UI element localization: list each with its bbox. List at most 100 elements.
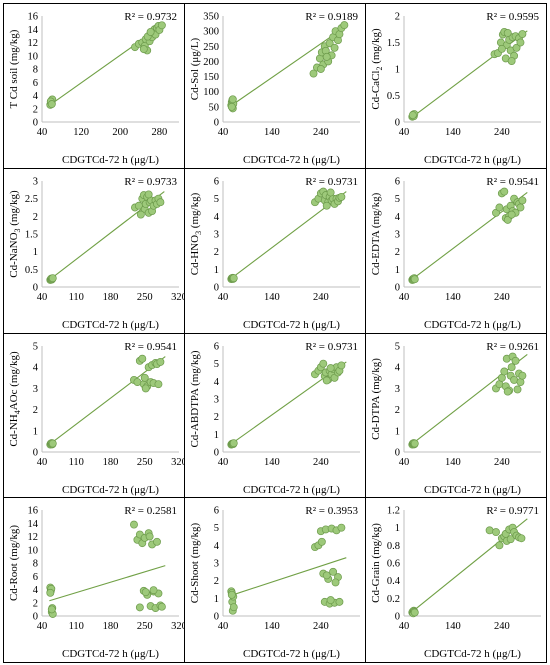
y-tick-label: 10	[28, 546, 39, 557]
data-point	[503, 387, 512, 396]
chart-panel: 0 1 2 3 4 5 6 40 140 240 R² = 0.9731 Cd-ABDTPA (mg/…	[184, 332, 366, 499]
x-tick-label: 40	[218, 621, 229, 632]
scatter-chart: 0 1 2 3 4 5 40 140 240 R² = 0.9261 Cd-DTPA (mg/kg)…	[370, 341, 541, 496]
x-tick-label: 320	[171, 292, 185, 303]
data-point	[326, 188, 335, 197]
data-point	[410, 439, 419, 447]
x-tick-label: 240	[313, 292, 329, 303]
x-tick-label: 140	[445, 621, 461, 632]
y-tick-label: 12	[28, 532, 39, 543]
chart-panel: 0 2 4 6 8 10 12 14 16 40 120 200 280 R² = 0.9732 T Cd …	[3, 3, 185, 169]
scatter-chart: 0 1 2 3 4 5 6 40 140 240 R² = 0.9541 Cd-EDTA (mg/kg…	[370, 176, 541, 331]
data-point	[135, 603, 144, 612]
y-axis-label: Cd-Grain (mg/kg)	[370, 523, 382, 603]
data-point	[512, 43, 521, 52]
x-tick-label: 40	[37, 457, 48, 468]
y-tick-label: 0.5	[387, 91, 400, 102]
data-point	[325, 39, 334, 48]
data-point	[495, 541, 504, 550]
x-axis-label: CDGTCd-72 h (μg/L)	[243, 319, 340, 331]
r-squared-label: R² = 0.9733	[124, 176, 177, 188]
x-tick-label: 180	[103, 621, 119, 632]
x-tick-label: 110	[69, 621, 84, 632]
y-tick-label: 0	[33, 118, 38, 129]
x-tick-label: 40	[218, 457, 229, 468]
y-tick-label: 2	[395, 12, 400, 23]
data-point	[153, 538, 161, 547]
y-tick-label: 1.2	[387, 506, 400, 517]
x-axis-label: CDGTCd-72 h (μg/L)	[424, 484, 521, 496]
data-point	[322, 52, 331, 61]
y-tick-label: 1	[395, 65, 400, 76]
r-squared-label: R² = 0.9189	[305, 11, 358, 23]
y-tick-label: 2.5	[25, 194, 38, 205]
y-axis-label: T Cd soil (mg/kg)	[8, 29, 20, 108]
data-point	[517, 534, 526, 543]
data-point	[229, 438, 238, 447]
y-tick-label: 3	[214, 394, 219, 405]
x-axis-label: CDGTCd-72 h (μg/L)	[243, 484, 340, 496]
y-tick-label: 5	[214, 359, 219, 370]
data-point	[507, 57, 516, 66]
y-tick-label: 5	[33, 341, 38, 352]
data-point	[156, 357, 165, 366]
x-tick-label: 120	[73, 127, 89, 138]
data-point	[518, 371, 527, 380]
x-tick-label: 240	[313, 621, 329, 632]
y-tick-label: 1	[214, 265, 219, 276]
x-tick-label: 40	[399, 621, 410, 632]
x-tick-label: 140	[445, 457, 461, 468]
data-point	[506, 535, 515, 544]
y-tick-label: 2	[33, 599, 38, 610]
y-axis-label: Cd-Shoot (mg/kg)	[189, 523, 201, 604]
trendline	[230, 557, 347, 597]
x-tick-label: 140	[264, 621, 280, 632]
data-point	[518, 30, 527, 38]
x-tick-label: 40	[37, 292, 48, 303]
data-point	[46, 589, 55, 598]
y-tick-label: 0	[395, 118, 400, 129]
r-squared-label: R² = 0.9771	[486, 505, 539, 517]
data-point	[507, 362, 516, 371]
trendline	[49, 565, 166, 602]
r-squared-label: R² = 0.9732	[124, 11, 177, 23]
scatter-chart: 0 1 2 3 4 5 6 40 140 240 R² = 0.9731 Cd-ABDTPA (mg/…	[189, 341, 360, 496]
y-tick-label: 14	[28, 519, 39, 530]
x-tick-label: 180	[103, 457, 119, 468]
y-axis-label: Cd-HNO3 (mg/kg)	[189, 192, 203, 275]
y-tick-label: 1	[33, 426, 38, 437]
y-tick-label: 350	[203, 12, 219, 23]
y-tick-label: 0	[395, 447, 400, 458]
data-point	[340, 21, 349, 30]
data-point	[140, 373, 149, 382]
y-tick-label: 2	[395, 405, 400, 416]
trendline	[49, 355, 166, 445]
y-tick-label: 1	[214, 429, 219, 440]
y-tick-label: 5	[395, 194, 400, 205]
data-point	[145, 532, 154, 541]
y-tick-label: 0.4	[387, 576, 401, 587]
y-tick-label: 200	[203, 57, 219, 68]
x-tick-label: 40	[37, 621, 48, 632]
x-axis-label: CDGTCd-72 h (μg/L)	[243, 154, 340, 166]
x-tick-label: 40	[37, 127, 48, 138]
y-tick-label: 3	[33, 176, 38, 187]
y-tick-label: 1	[395, 426, 400, 437]
data-point	[326, 363, 335, 372]
y-tick-label: 0	[33, 282, 38, 293]
scatter-chart: 0 1 2 3 4 5 6 40 140 240 R² = 0.9731 Cd-HNO3 (mg/kg…	[189, 176, 360, 331]
y-tick-label: 150	[203, 72, 219, 83]
x-axis-label: CDGTCd-72 h (μg/L)	[62, 319, 159, 331]
y-tick-label: 3	[214, 229, 219, 240]
data-point	[511, 356, 520, 365]
scatter-chart: 0 50 100 150 200 250 300 350 40 140 240 R² = 0.9189…	[189, 11, 360, 166]
chart-panel: 0 1 2 3 4 5 6 40 140 240 R² = 0.9541 Cd-EDTA (mg/kg…	[365, 167, 547, 334]
data-point	[48, 273, 57, 282]
y-tick-label: 0.8	[387, 541, 400, 552]
y-tick-label: 0.5	[25, 265, 38, 276]
y-tick-label: 4	[214, 212, 220, 223]
data-point	[229, 273, 238, 282]
y-tick-label: 0	[214, 282, 219, 293]
data-point	[337, 192, 346, 201]
chart-panel: 0 0.5 1 1.5 2 40 140 240 R² = 0.9595 Cd-CaCl2 (mg…	[365, 3, 547, 169]
